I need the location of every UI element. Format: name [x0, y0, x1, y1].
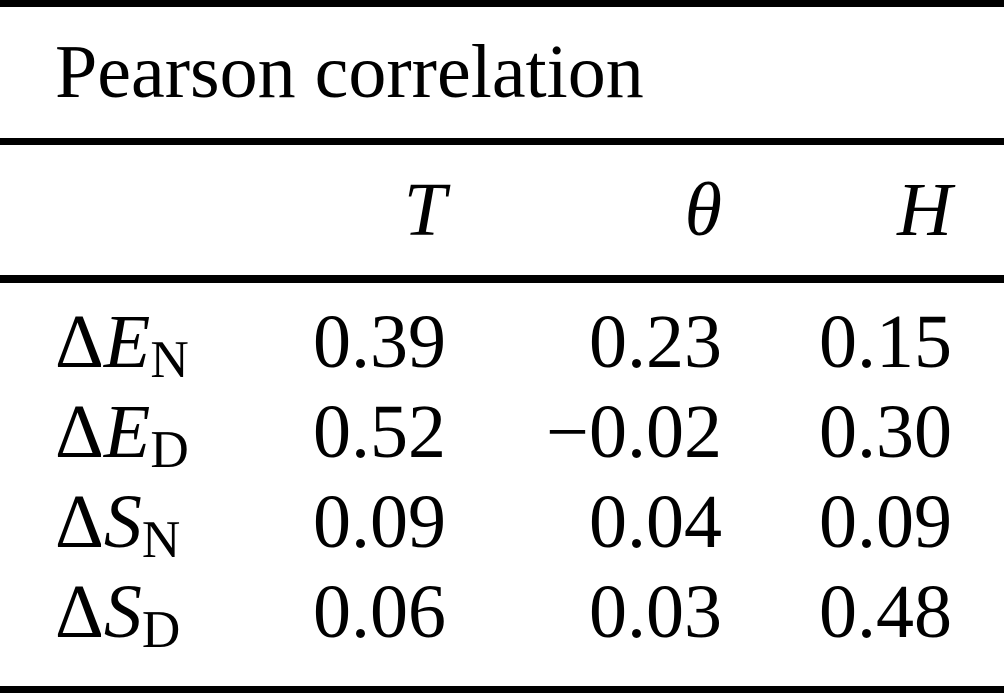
- subscript-label: D: [150, 420, 189, 480]
- column-header-T: T: [403, 168, 446, 252]
- cell-value: 0.48: [819, 570, 952, 654]
- row-label-delta-S-N: ΔSN: [0, 477, 250, 567]
- cell-value: 0.09: [819, 480, 952, 564]
- cell-value: 0.03: [589, 570, 722, 654]
- delta-symbol: Δ: [55, 570, 104, 654]
- bottom-rule: [0, 686, 1004, 693]
- quantity-symbol: E: [103, 300, 151, 384]
- cell-value: 0.30: [819, 390, 952, 474]
- row-label-delta-S-D: ΔSD: [0, 567, 250, 657]
- table-row: ΔSN 0.09 0.04 0.09: [0, 477, 1004, 567]
- title-divider-rule: [0, 138, 1004, 145]
- cell-value: 0.06: [313, 570, 446, 654]
- table-row: ΔSD 0.06 0.03 0.48: [0, 567, 1004, 657]
- delta-symbol: Δ: [55, 480, 104, 564]
- cell-value: 0.52: [313, 390, 446, 474]
- top-rule: [0, 0, 1004, 7]
- column-header-theta: θ: [684, 168, 722, 252]
- header-empty-cell: [0, 145, 250, 275]
- quantity-symbol: S: [103, 480, 142, 564]
- table-row: ΔEN 0.39 0.23 0.15: [0, 297, 1004, 387]
- cell-value: 0.39: [313, 300, 446, 384]
- delta-symbol: Δ: [55, 390, 104, 474]
- cell-value: 0.04: [589, 480, 722, 564]
- table-title: Pearson correlation: [55, 30, 644, 114]
- quantity-symbol: S: [103, 570, 142, 654]
- subscript-label: N: [150, 330, 189, 390]
- header-row: T θ H: [0, 145, 1004, 275]
- delta-symbol: Δ: [55, 300, 104, 384]
- cell-value: 0.15: [819, 300, 952, 384]
- cell-value: −0.02: [546, 390, 722, 474]
- header-divider-rule: [0, 275, 1004, 283]
- cell-value: 0.23: [589, 300, 722, 384]
- quantity-symbol: E: [103, 390, 151, 474]
- row-label-delta-E-D: ΔED: [0, 387, 250, 477]
- subscript-label: D: [141, 600, 181, 660]
- row-label-delta-E-N: ΔEN: [0, 297, 250, 387]
- table-row: ΔED 0.52 −0.02 0.30: [0, 387, 1004, 477]
- table-body: ΔEN 0.39 0.23 0.15 ΔED 0.52 −0.02 0.30 Δ…: [0, 283, 1004, 686]
- cell-value: 0.09: [313, 480, 446, 564]
- column-header-H: H: [897, 168, 952, 252]
- subscript-label: N: [141, 510, 181, 570]
